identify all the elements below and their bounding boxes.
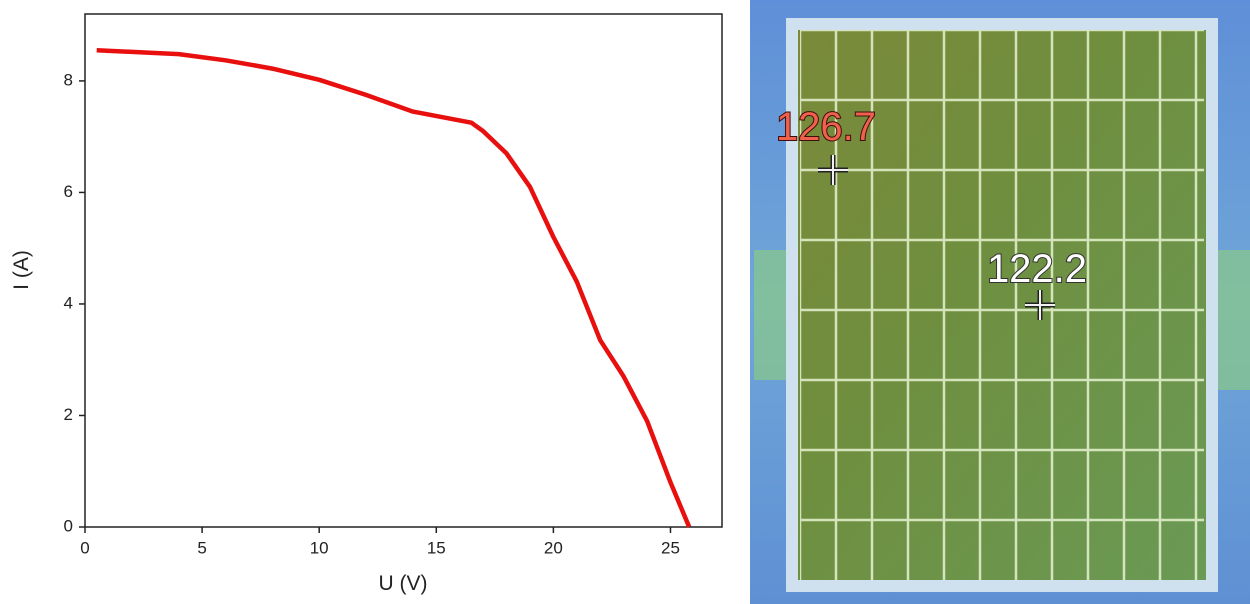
x-tick-label: 25 <box>661 538 680 557</box>
plot-frame <box>84 13 723 528</box>
temperature-label: 122.2 <box>987 247 1087 291</box>
crosshair <box>1025 290 1055 320</box>
crosshair <box>818 155 848 185</box>
x-tick-label: 5 <box>197 538 206 557</box>
x-tick-label: 10 <box>310 538 329 557</box>
y-axis-label: I (A) <box>10 250 33 290</box>
x-tick-label: 0 <box>80 538 89 557</box>
x-tick-label: 15 <box>427 538 446 557</box>
thermal-image: 126.7 122.2 <box>750 0 1250 604</box>
data-line <box>96 47 692 528</box>
temperature-label: 126.7 <box>776 105 876 149</box>
warm-spot <box>1212 250 1250 390</box>
y-tick-label: 2 <box>64 405 73 424</box>
y-tick-label: 0 <box>64 516 73 535</box>
x-tick-label: 20 <box>544 538 563 557</box>
y-tick-label: 4 <box>64 293 73 312</box>
panel-cells <box>800 30 1204 580</box>
x-axis-label: U (V) <box>379 572 428 595</box>
y-tick-label: 6 <box>64 182 73 201</box>
y-tick-label: 8 <box>64 70 73 89</box>
